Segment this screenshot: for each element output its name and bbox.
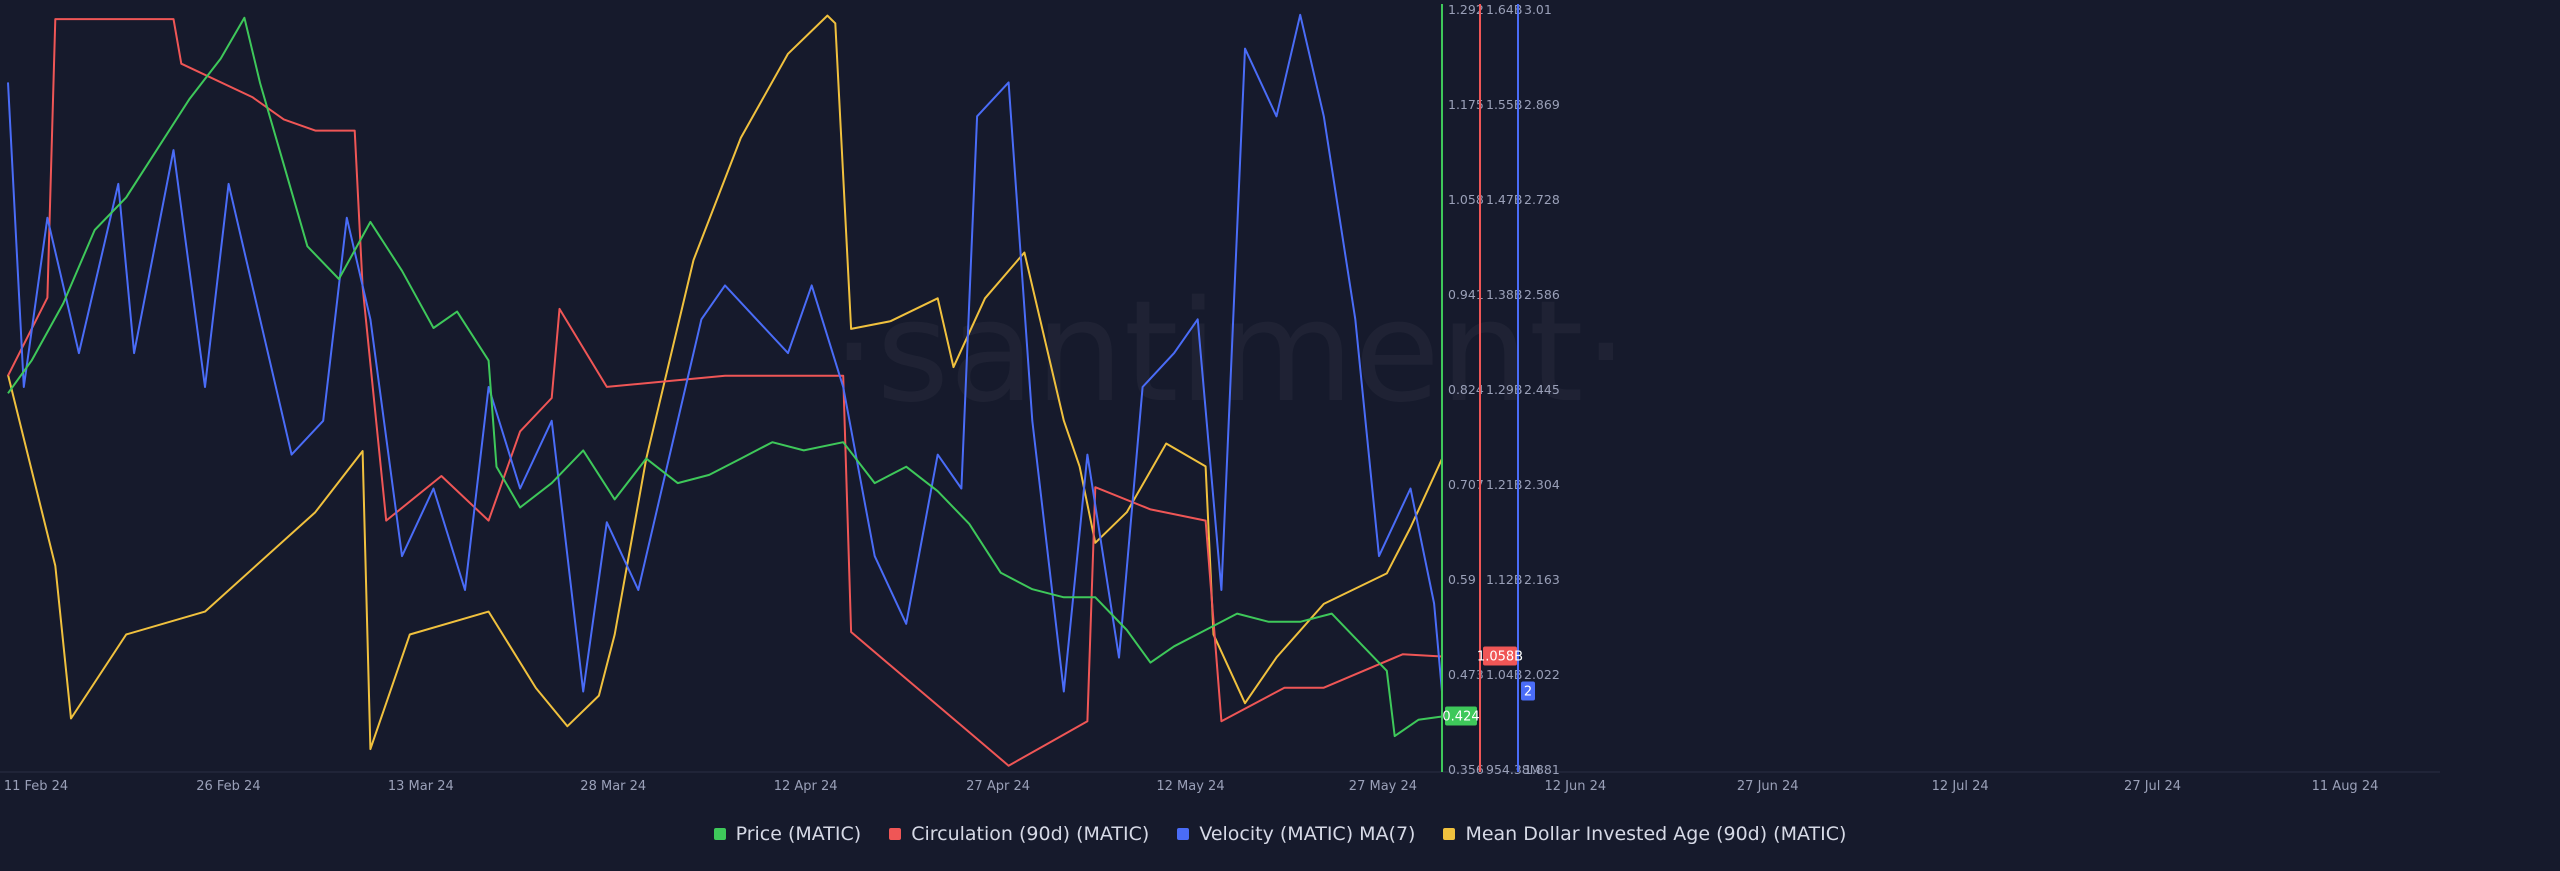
velocity-current-badge: 2 bbox=[1524, 684, 1532, 699]
y-tick-label-circulation: 1.47B bbox=[1486, 192, 1522, 207]
x-axis: 11 Feb 24 26 Feb 24 13 Mar 24 28 Mar 24 12 A… bbox=[0, 771, 2440, 794]
legend-item-mdia[interactable]: Mean Dollar Invested Age (90d) (MATIC) bbox=[1443, 823, 1846, 845]
x-tick-label: 12 Jun 24 bbox=[1544, 779, 1606, 794]
series-layer bbox=[7, 13, 1443, 767]
y-tick-label-price: 1.175 bbox=[1448, 97, 1484, 112]
y-tick-label-velocity: 2.445 bbox=[1524, 382, 1560, 397]
legend-swatch-velocity bbox=[1177, 828, 1190, 840]
y-tick-label-price: 0.941 bbox=[1448, 287, 1484, 302]
x-tick-label: 12 May 24 bbox=[1156, 779, 1224, 794]
x-tick-label: 27 Jul 24 bbox=[2124, 779, 2181, 794]
y-tick-label-price: 1.292 bbox=[1448, 2, 1484, 17]
velocity-current-badge-bg bbox=[1521, 681, 1535, 701]
y-tick-label-circulation: 1.64B bbox=[1486, 2, 1522, 17]
y-tick-label-circulation: 1.12B bbox=[1486, 572, 1522, 587]
legend-swatch-mdia bbox=[1443, 828, 1456, 840]
legend-swatch-circulation bbox=[889, 828, 902, 840]
y-tick-label-price: 0.59 bbox=[1448, 572, 1476, 587]
legend-swatch-price bbox=[713, 828, 726, 840]
circulation-current-badge: 1.058B bbox=[1477, 650, 1523, 665]
y-tick-label-circulation: 954.38M bbox=[1486, 762, 1541, 777]
x-tick-label: 12 Jul 24 bbox=[1932, 779, 1989, 794]
y-tick-label-circulation: 1.04B bbox=[1486, 667, 1522, 682]
legend: Price (MATIC) Circulation (90d) (MATIC) … bbox=[0, 818, 2560, 850]
x-tick-label: 28 Mar 24 bbox=[580, 779, 646, 794]
y-tick-label-price: 1.058 bbox=[1448, 192, 1484, 207]
x-tick-label: 13 Mar 24 bbox=[388, 779, 454, 794]
series-velocity-line bbox=[7, 13, 1443, 693]
price-current-badge: 0.424 bbox=[1442, 709, 1479, 724]
legend-label-velocity: Velocity (MATIC) MA(7) bbox=[1199, 823, 1416, 845]
y-tick-label-circulation: 1.21B bbox=[1486, 477, 1522, 492]
y-axes: 1.292 1.175 1.058 0.941 0.824 0.707 0.59 0.473 0… bbox=[1441, 2, 1560, 777]
x-tick-label: 11 Aug 24 bbox=[2312, 779, 2379, 794]
y-tick-label-velocity: 2.022 bbox=[1524, 667, 1560, 682]
y-tick-label-price: 0.824 bbox=[1448, 382, 1484, 397]
x-tick-label: 12 Apr 24 bbox=[774, 779, 838, 794]
y-tick-label-velocity: 1.881 bbox=[1524, 762, 1560, 777]
price-current-badge-bg bbox=[1445, 706, 1477, 726]
legend-label-price: Price (MATIC) bbox=[735, 823, 862, 845]
y-tick-label-velocity: 2.304 bbox=[1524, 477, 1560, 492]
y-tick-label-price: 0.707 bbox=[1448, 477, 1484, 492]
y-tick-label-circulation: 1.38B bbox=[1486, 287, 1522, 302]
y-tick-label-velocity: 2.728 bbox=[1524, 192, 1560, 207]
x-tick-label: 27 Apr 24 bbox=[966, 779, 1030, 794]
y-tick-label-circulation: 1.55B bbox=[1486, 97, 1522, 112]
y-tick-label-velocity: 2.869 bbox=[1524, 97, 1560, 112]
legend-item-circulation[interactable]: Circulation (90d) (MATIC) bbox=[889, 823, 1149, 845]
x-tick-label: 27 Jun 24 bbox=[1737, 779, 1799, 794]
x-tick-label: 11 Feb 24 bbox=[4, 779, 68, 794]
x-tick-label: 26 Feb 24 bbox=[196, 779, 260, 794]
y-tick-label-velocity: 3.01 bbox=[1524, 2, 1552, 17]
y-tick-label-price: 0.356 bbox=[1448, 762, 1484, 777]
circulation-current-badge-bg bbox=[1483, 646, 1517, 666]
y-tick-label-circulation: 1.29B bbox=[1486, 382, 1522, 397]
legend-label-mdia: Mean Dollar Invested Age (90d) (MATIC) bbox=[1465, 823, 1847, 845]
x-tick-label: 27 May 24 bbox=[1349, 779, 1417, 794]
legend-item-velocity[interactable]: Velocity (MATIC) MA(7) bbox=[1177, 823, 1415, 845]
legend-label-circulation: Circulation (90d) (MATIC) bbox=[911, 823, 1150, 845]
y-tick-label-velocity: 2.163 bbox=[1524, 572, 1560, 587]
series-price-line bbox=[7, 16, 1443, 738]
y-tick-label-price: 0.473 bbox=[1448, 667, 1484, 682]
series-circulation-line bbox=[7, 18, 1443, 767]
y-tick-label-velocity: 2.586 bbox=[1524, 287, 1560, 302]
legend-item-price[interactable]: Price (MATIC) bbox=[713, 823, 862, 845]
